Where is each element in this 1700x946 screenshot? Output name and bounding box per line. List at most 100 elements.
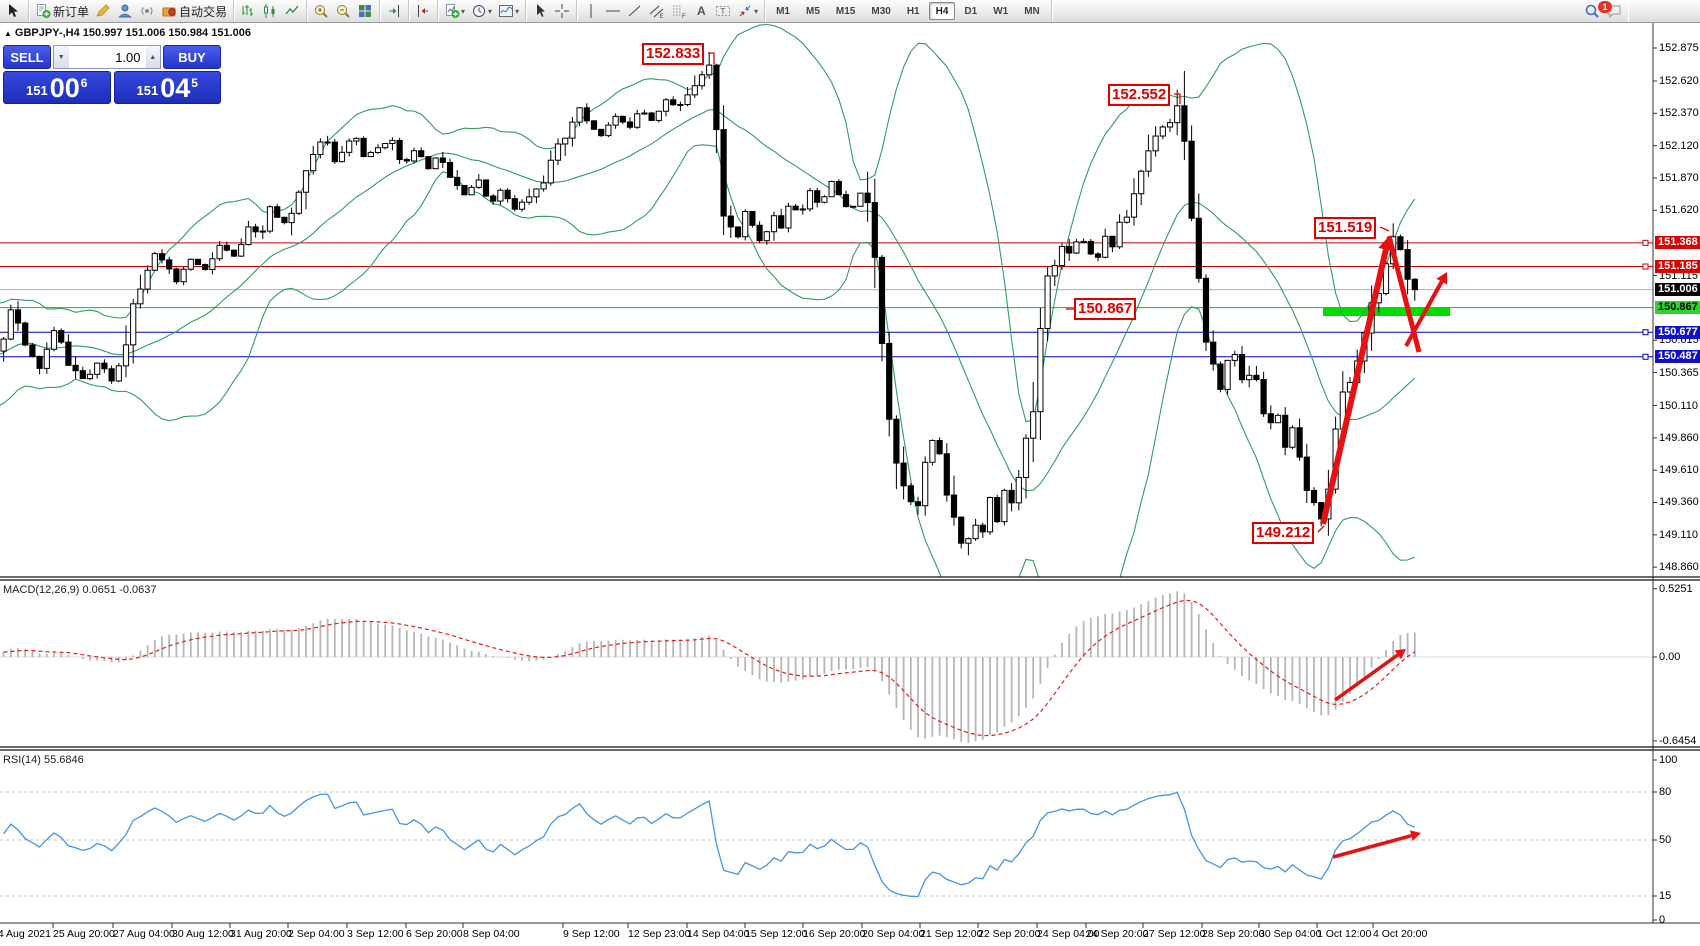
bollinger-upper xyxy=(0,23,1416,423)
new-order-button-label: 新订单 xyxy=(53,4,90,19)
timeframe-m30[interactable]: M30 xyxy=(864,2,897,20)
date-label: 28 Sep 20:00 xyxy=(1202,928,1265,940)
new-order-icon xyxy=(37,4,51,18)
sell-price-prefix: 151 xyxy=(26,83,48,98)
support-zone-highlight xyxy=(1323,307,1450,316)
search-button[interactable] xyxy=(1581,1,1603,21)
horizontal-line-button[interactable] xyxy=(602,1,624,21)
trendline-button[interactable] xyxy=(624,1,646,21)
cursor-mode-button[interactable] xyxy=(529,1,551,21)
price-tick: 152.875 xyxy=(1659,42,1699,54)
signals-button[interactable] xyxy=(136,1,158,21)
timeframe-m5[interactable]: M5 xyxy=(799,2,827,20)
community-button[interactable] xyxy=(114,1,136,21)
level-marker xyxy=(1642,329,1649,336)
main-toolbar: 新订单 自动交易 ▾ ▾ ▾ E F A T ▾ M1 M5 M15 M30 H1 H4 D1 W1 MN 1 xyxy=(0,0,1700,23)
price-annotation-152.552[interactable]: 152.552 xyxy=(1108,84,1171,106)
chat-button[interactable]: 1 xyxy=(1598,1,1625,21)
periods-button[interactable]: ▾ xyxy=(468,1,495,21)
price-tag-151.368: 151.368 xyxy=(1655,236,1700,250)
volume-increase-button[interactable]: ▲ xyxy=(145,46,160,68)
volume-stepper: ▼ ▲ xyxy=(53,45,161,69)
bollinger-middle xyxy=(0,109,1416,492)
crayon-tool[interactable] xyxy=(92,1,114,21)
indicators-button[interactable]: ▾ xyxy=(441,1,468,21)
date-label: 27 Sep 12:00 xyxy=(1143,928,1206,940)
auto-trading-button[interactable]: 自动交易 xyxy=(158,1,230,21)
date-label: 20 Sep 04:00 xyxy=(862,928,925,940)
volume-decrease-button[interactable]: ▼ xyxy=(54,46,69,68)
vertical-line-button[interactable] xyxy=(580,1,602,21)
fibonacci-button[interactable]: F xyxy=(668,1,690,21)
date-label: 6 Sep 20:00 xyxy=(406,928,463,940)
date-label: 30 Sep 04:00 xyxy=(1259,928,1322,940)
price-tick: 151.870 xyxy=(1659,171,1699,184)
templates-button[interactable]: ▾ xyxy=(495,1,522,21)
price-tag-150.487: 150.487 xyxy=(1655,350,1700,364)
text-button[interactable]: A xyxy=(690,1,712,21)
zoom-in-button[interactable] xyxy=(310,1,332,21)
timeframe-m15[interactable]: M15 xyxy=(829,2,862,20)
price-tick: 152.370 xyxy=(1659,107,1699,120)
chart-shift-button[interactable] xyxy=(383,1,405,21)
cursor-tool[interactable] xyxy=(3,1,25,21)
rsi-tick: 50 xyxy=(1659,834,1672,846)
label-button[interactable]: T xyxy=(712,1,734,21)
svg-text:E: E xyxy=(660,14,664,19)
timeframe-m1[interactable]: M1 xyxy=(769,2,797,20)
price-tick: 149.860 xyxy=(1659,431,1699,444)
clock-icon xyxy=(473,5,486,17)
price-tick: 149.360 xyxy=(1659,496,1699,509)
search-icon xyxy=(1585,4,1599,18)
sell-price-sup: 6 xyxy=(80,76,88,90)
price-tick: 149.110 xyxy=(1659,528,1698,541)
price-tick: 150.110 xyxy=(1659,399,1698,412)
timeframe-w1[interactable]: W1 xyxy=(986,2,1015,20)
buy-price[interactable]: 151 04 5 xyxy=(113,71,221,104)
buy-price-sup: 5 xyxy=(191,76,198,90)
price-tick: 149.610 xyxy=(1659,464,1699,477)
price-annotation-149.212[interactable]: 149.212 xyxy=(1252,522,1315,544)
price-annotation-151.519[interactable]: 151.519 xyxy=(1314,217,1377,239)
rsi-label: RSI(14) 55.6846 xyxy=(3,754,84,766)
bar-chart-button[interactable] xyxy=(237,1,259,21)
volume-input[interactable] xyxy=(68,46,146,68)
timeframe-mn[interactable]: MN xyxy=(1017,2,1047,20)
tile-windows-button[interactable] xyxy=(354,1,376,21)
rsi-tick: 0 xyxy=(1659,914,1666,926)
timeframe-h1[interactable]: H1 xyxy=(900,2,927,20)
timeframe-h4[interactable]: H4 xyxy=(928,2,956,20)
sell-button[interactable]: SELL xyxy=(3,45,51,69)
auto-trading-icon xyxy=(162,7,176,17)
notification-badge: 1 xyxy=(1598,1,1612,13)
sell-price[interactable]: 151 00 6 xyxy=(3,71,111,104)
date-label: 3 Sep 12:00 xyxy=(347,928,404,940)
new-order-button[interactable]: 新订单 xyxy=(32,1,92,21)
buy-button[interactable]: BUY xyxy=(163,45,221,69)
price-annotation-150.867[interactable]: 150.867 xyxy=(1074,298,1137,320)
price-tick: 151.620 xyxy=(1659,204,1699,217)
drawings xyxy=(708,52,1447,859)
timeframe-d1[interactable]: D1 xyxy=(957,2,984,20)
add-indicator-icon xyxy=(446,4,460,18)
symbol-title: ▲ GBPJPY-,H4 150.997 151.006 150.984 151.… xyxy=(4,27,251,39)
date-label: 12 Sep 23:00 xyxy=(628,928,691,940)
price-tick: 148.860 xyxy=(1659,561,1699,574)
crosshair-button[interactable] xyxy=(551,1,573,21)
candlestick-chart-button[interactable] xyxy=(259,1,281,21)
price-annotation-152.833[interactable]: 152.833 xyxy=(642,43,705,65)
channel-icon: E xyxy=(649,5,664,19)
vertical-line-icon xyxy=(590,4,592,18)
arrows-button[interactable]: ▾ xyxy=(734,1,761,21)
date-label: 16 Sep 20:00 xyxy=(803,928,866,940)
equidistant-channel-button[interactable]: E xyxy=(646,1,668,21)
line-chart-button[interactable] xyxy=(281,1,303,21)
cursor-icon xyxy=(9,4,18,17)
trend-arrow xyxy=(1404,280,1444,347)
auto-scroll-button[interactable] xyxy=(412,1,434,21)
shift-end-icon xyxy=(389,5,400,17)
zoom-out-button[interactable] xyxy=(332,1,354,21)
